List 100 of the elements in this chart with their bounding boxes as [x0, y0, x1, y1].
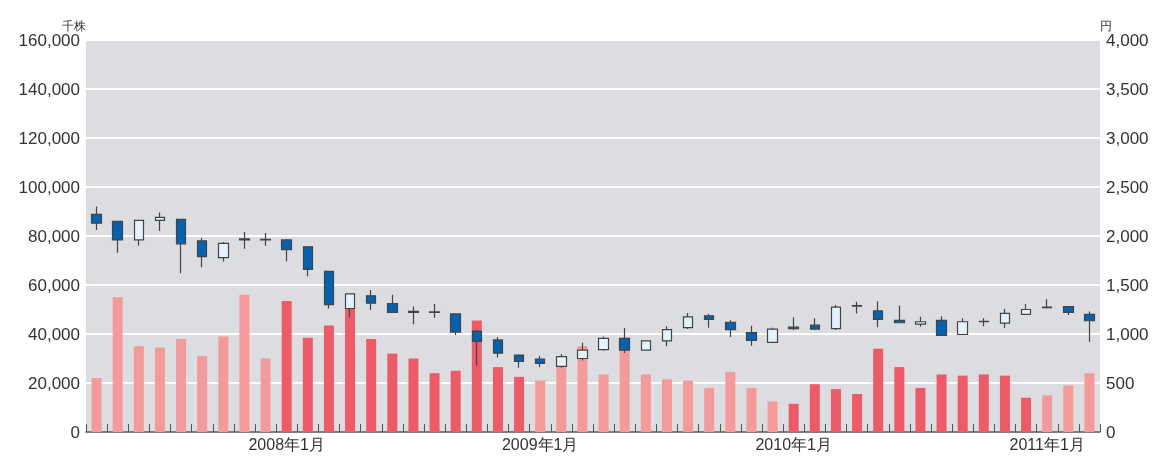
candlestick	[703, 313, 715, 329]
bar	[366, 338, 377, 432]
bar	[873, 348, 884, 432]
y2-tick-label: 3,500	[1106, 79, 1149, 99]
bar	[725, 371, 736, 432]
candlestick	[196, 237, 208, 268]
y-axis-title: 千株	[62, 18, 86, 33]
candlestick	[111, 220, 124, 254]
candlestick	[851, 301, 863, 315]
bar	[830, 389, 841, 432]
y2-tick-label: 1,500	[1106, 275, 1149, 295]
bar	[767, 401, 778, 432]
candlestick	[935, 315, 948, 337]
candlestick	[999, 308, 1011, 329]
bar	[809, 384, 820, 432]
y-tick-label: 20,000	[28, 373, 80, 393]
x-tick-label: 2010年1月	[755, 435, 832, 453]
candlestick	[238, 231, 251, 250]
candlestick	[534, 355, 546, 368]
candlestick	[323, 270, 335, 310]
y-tick-label: 80,000	[28, 226, 80, 246]
bar	[176, 338, 187, 432]
bar	[852, 394, 863, 432]
bar	[387, 353, 398, 432]
y2-tick-label: 3,000	[1106, 128, 1149, 148]
candlestick	[133, 219, 145, 247]
bar	[556, 365, 567, 432]
bar	[746, 387, 757, 432]
candlestick	[386, 294, 399, 314]
bar	[640, 374, 651, 432]
y2-tick-label: 0	[1106, 422, 1116, 442]
candlestick	[259, 232, 272, 247]
bar	[429, 373, 440, 432]
candlestick	[724, 319, 737, 338]
candlestick	[576, 342, 589, 362]
y2-tick-label: 2,500	[1106, 177, 1149, 197]
bar	[535, 380, 546, 432]
candlestick	[809, 317, 821, 331]
bar	[154, 347, 165, 432]
bar	[450, 370, 461, 432]
candlestick	[1020, 303, 1032, 315]
candlestick	[555, 353, 568, 369]
y-tick-label: 40,000	[28, 324, 80, 344]
bar	[704, 387, 715, 432]
bar	[91, 378, 102, 432]
candlestick	[365, 289, 377, 311]
y-tick-label: 100,000	[18, 177, 80, 197]
candlestick	[766, 327, 779, 344]
x-tick-label: 2011年1月	[1009, 435, 1085, 453]
bar	[302, 337, 313, 432]
bar	[1084, 373, 1095, 432]
bar	[197, 356, 208, 432]
bar	[345, 308, 356, 432]
bar	[936, 374, 947, 432]
bar	[514, 376, 525, 432]
bar	[323, 325, 334, 432]
bar	[112, 297, 123, 432]
candlestick	[872, 300, 884, 328]
bar	[978, 374, 989, 432]
x-tick-label: 2009年1月	[501, 435, 579, 453]
candlestick	[682, 312, 694, 330]
y-tick-label: 60,000	[28, 275, 80, 295]
candlestick	[1083, 310, 1096, 343]
bar	[619, 351, 630, 432]
bar	[788, 403, 799, 432]
candlestick	[175, 218, 187, 274]
candlestick	[492, 336, 504, 359]
y-tick-label: 120,000	[18, 128, 80, 148]
candlestick	[407, 305, 420, 325]
y-tick-label: 140,000	[18, 79, 80, 99]
candlestick	[597, 335, 610, 352]
bar	[408, 358, 419, 432]
candlestick	[280, 238, 293, 263]
y2-tick-label: 2,000	[1106, 226, 1149, 246]
bar	[218, 336, 229, 432]
bar	[915, 387, 926, 432]
bar	[894, 367, 905, 432]
y2-axis-title: 円	[1100, 18, 1112, 33]
candlestick	[893, 304, 906, 324]
bar	[999, 375, 1010, 432]
candlestick	[449, 313, 462, 336]
bar	[1042, 395, 1053, 432]
bar	[492, 367, 503, 432]
candlestick	[787, 316, 800, 331]
y2-tick-label: 1,000	[1106, 324, 1149, 344]
y-tick-label: 0	[70, 422, 80, 442]
x-tick-label: 2008年1月	[248, 435, 325, 453]
bar	[239, 294, 250, 432]
bar	[683, 380, 694, 432]
candlestick	[745, 325, 758, 347]
bar	[133, 346, 144, 432]
bar	[1063, 385, 1074, 432]
candlestick	[217, 241, 230, 263]
candlestick	[302, 246, 314, 277]
bar	[957, 375, 968, 432]
candlestick	[830, 304, 842, 331]
bar	[1021, 397, 1032, 432]
y2-tick-label: 500	[1106, 373, 1135, 393]
candlestick	[428, 303, 441, 319]
candlestick	[513, 354, 525, 369]
